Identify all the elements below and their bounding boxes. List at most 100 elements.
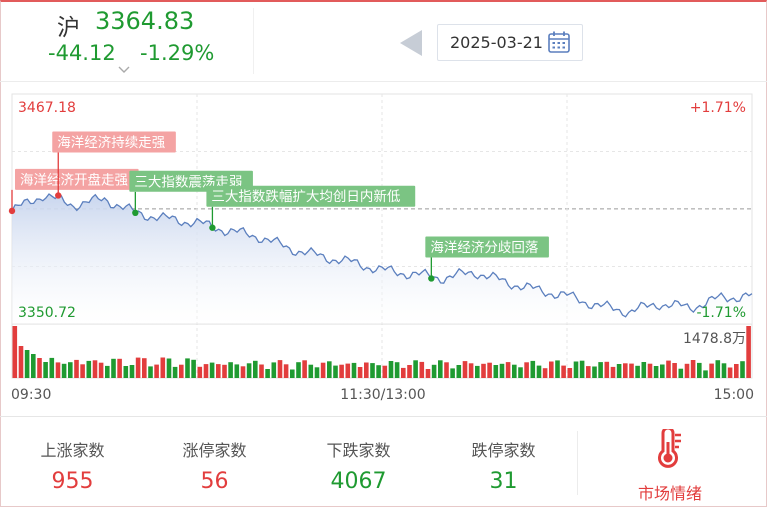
volume-bar bbox=[481, 363, 486, 378]
intraday-chart-svg[interactable]: 海洋经济开盘走强海洋经济持续走强三大指数震荡走弱三大指数跌幅扩大均创日内新低海洋… bbox=[0, 82, 767, 407]
stat-advancers[interactable]: 上涨家数 955 bbox=[0, 417, 145, 494]
volume-bar bbox=[357, 367, 363, 378]
volume-bar bbox=[265, 369, 270, 378]
stat-value: 31 bbox=[489, 469, 518, 494]
stat-label: 上涨家数 bbox=[40, 441, 105, 460]
event-label: 海洋经济开盘走强 bbox=[20, 171, 128, 188]
market-sentiment-button[interactable]: 市场情绪 bbox=[620, 425, 720, 505]
index-change-pct: -1.29% bbox=[140, 41, 215, 65]
volume-bar bbox=[234, 364, 240, 378]
volume-bar bbox=[209, 362, 215, 378]
volume-bar bbox=[142, 358, 147, 378]
volume-bar bbox=[549, 361, 554, 378]
volume-bar bbox=[37, 358, 42, 378]
volume-bar bbox=[653, 366, 659, 378]
intraday-chart[interactable]: 海洋经济开盘走强 海洋经济持续走强 三大指数震荡走弱 三大指数跌幅扩大均创日内新低 海洋… bbox=[0, 82, 767, 407]
volume-bar bbox=[302, 360, 307, 378]
event-badge[interactable] bbox=[425, 236, 549, 258]
volume-bar bbox=[259, 364, 264, 378]
calendar-icon[interactable] bbox=[547, 30, 571, 54]
volume-bar bbox=[709, 363, 714, 378]
volume-bar bbox=[419, 361, 425, 378]
volume-bar bbox=[512, 364, 517, 378]
volume-bar bbox=[197, 366, 203, 378]
stat-label: 下跌家数 bbox=[326, 441, 391, 460]
sentiment-label: 市场情绪 bbox=[637, 484, 702, 503]
event-badge[interactable] bbox=[15, 168, 139, 190]
stat-label: 涨停家数 bbox=[182, 441, 247, 460]
volume-bar bbox=[271, 362, 277, 378]
stat-limit-down[interactable]: 跌停家数 31 bbox=[431, 417, 576, 494]
stat-value: 4067 bbox=[330, 469, 387, 494]
volume-bar bbox=[308, 364, 314, 378]
volume-bar bbox=[123, 366, 129, 378]
event-marker bbox=[132, 209, 139, 217]
volume-bar bbox=[401, 367, 406, 378]
volume-bar bbox=[222, 364, 227, 378]
volume-bar bbox=[246, 363, 252, 378]
volume-bar bbox=[376, 365, 381, 378]
volume-bar bbox=[746, 326, 751, 378]
event-marker bbox=[428, 275, 435, 282]
volume-bar bbox=[666, 360, 671, 378]
prev-day-arrow-icon[interactable] bbox=[400, 30, 422, 56]
time-label-close: 15:00 bbox=[714, 387, 754, 403]
volume-bar bbox=[86, 360, 92, 378]
volume-bar bbox=[610, 366, 616, 378]
volume-bar bbox=[524, 362, 529, 378]
stat-limit-up[interactable]: 涨停家数 56 bbox=[142, 417, 287, 494]
volume-bar bbox=[629, 363, 634, 378]
volume-bar bbox=[216, 364, 221, 378]
volume-bar bbox=[487, 362, 492, 378]
volume-bar bbox=[80, 364, 85, 378]
volume-bar bbox=[18, 346, 24, 378]
stat-decliners[interactable]: 下跌家数 4067 bbox=[286, 417, 431, 494]
volume-bar bbox=[684, 363, 690, 378]
volume-bar bbox=[598, 362, 603, 378]
event-badge[interactable] bbox=[52, 131, 176, 153]
volume-bar bbox=[450, 368, 455, 378]
volume-bar bbox=[431, 364, 437, 378]
volume-bar bbox=[672, 363, 677, 378]
volume-bar bbox=[721, 363, 727, 378]
volume-bar bbox=[228, 362, 233, 378]
volume-bar bbox=[314, 367, 320, 378]
chevron-down-icon[interactable] bbox=[118, 66, 130, 74]
volume-bar bbox=[407, 365, 412, 378]
volume-bar bbox=[413, 360, 418, 378]
volume-bar bbox=[203, 364, 209, 378]
volume-bar bbox=[530, 360, 536, 378]
volume-bar bbox=[425, 369, 431, 378]
pct-min-label: -1.71% bbox=[696, 305, 746, 321]
volume-bar bbox=[468, 363, 474, 378]
volume-bar bbox=[253, 360, 258, 378]
event-label: 海洋经济持续走强 bbox=[57, 135, 165, 151]
volume-bar bbox=[382, 365, 388, 378]
volume-bar bbox=[456, 365, 462, 378]
volume-bar bbox=[635, 365, 640, 378]
volume-bar bbox=[277, 360, 283, 378]
volume-bar bbox=[74, 359, 79, 378]
volume-bar bbox=[166, 358, 172, 378]
volume-bar bbox=[351, 362, 357, 378]
event-badge[interactable] bbox=[206, 185, 416, 207]
volume-bar bbox=[475, 365, 480, 378]
y-min-label: 3350.72 bbox=[18, 305, 76, 321]
event-marker bbox=[209, 224, 216, 231]
index-name[interactable]: 沪 bbox=[57, 15, 80, 41]
volume-bar bbox=[320, 362, 326, 378]
date-text: 2025-03-21 bbox=[450, 33, 543, 52]
volume-bar bbox=[364, 362, 369, 378]
volume-bar bbox=[616, 364, 622, 378]
volume-bar bbox=[660, 364, 665, 378]
volume-bar bbox=[111, 358, 116, 378]
header-divider bbox=[253, 8, 254, 74]
volume-bar bbox=[327, 361, 332, 378]
time-label-midday: 11:30/13:00 bbox=[340, 387, 425, 403]
volume-bar bbox=[148, 366, 153, 378]
footer-divider bbox=[577, 431, 578, 495]
volume-bar bbox=[370, 363, 375, 378]
volume-bar bbox=[542, 368, 548, 378]
event-marker bbox=[55, 192, 62, 199]
date-picker[interactable]: 2025-03-21 bbox=[437, 24, 583, 61]
